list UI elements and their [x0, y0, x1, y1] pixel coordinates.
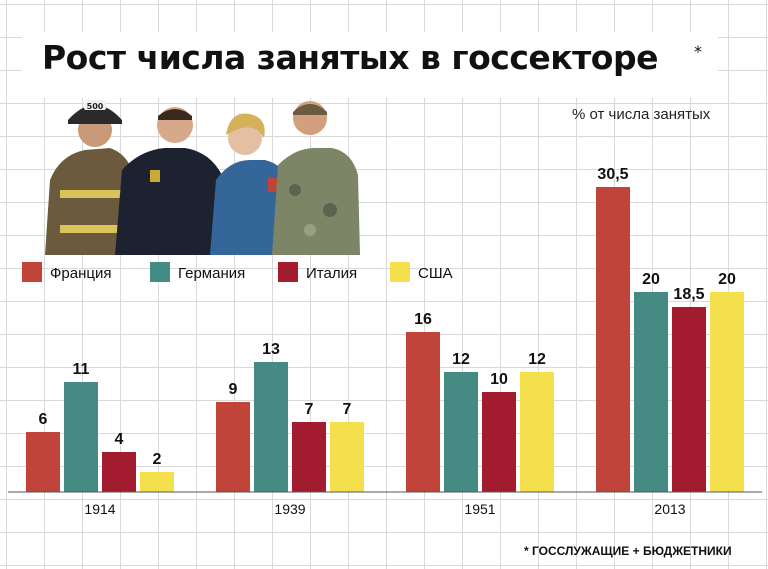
- value-label-1951-Германия: 12: [452, 351, 470, 368]
- footnote: * ГОССЛУЖАЩИЕ + БЮДЖЕТНИКИ: [524, 544, 732, 558]
- value-label-2013-Германия: 20: [642, 271, 660, 288]
- legend-label-Италия: Италия: [306, 265, 357, 282]
- category-label-1914: 1914: [84, 501, 115, 517]
- legend-label-Франция: Франция: [50, 265, 111, 282]
- soldier-figure: [272, 101, 360, 255]
- bar-1914-США: [140, 472, 174, 492]
- legend-swatch-Франция: [22, 262, 42, 282]
- bar-2013-Германия: [634, 292, 668, 492]
- value-label-2013-США: 20: [718, 271, 736, 288]
- legend-swatch-Италия: [278, 262, 298, 282]
- value-label-1939-США: 7: [343, 401, 352, 418]
- value-label-1914-Франция: 6: [39, 411, 48, 428]
- value-label-1914-США: 2: [153, 451, 162, 468]
- title-panel: [22, 32, 718, 98]
- bar-1939-Италия: [292, 422, 326, 492]
- value-label-1951-Италия: 10: [490, 371, 508, 388]
- unit-label: % от числа занятых: [572, 106, 711, 123]
- bar-1914-Италия: [102, 452, 136, 492]
- value-label-2013-Италия: 18,5: [673, 286, 704, 303]
- bar-1951-США: [520, 372, 554, 492]
- bar-1951-Италия: [482, 392, 516, 492]
- bar-2013-Италия: [672, 307, 706, 492]
- legend-label-США: США: [418, 265, 453, 282]
- value-label-1951-Франция: 16: [414, 311, 432, 328]
- bar-1951-Германия: [444, 372, 478, 492]
- value-labels: 6 11 4 2 9 13 7 7 16 12 10 12 30,5 20 18,5 20: [39, 166, 736, 468]
- firefighter-figure: 500: [45, 100, 140, 255]
- legend-swatch-Германия: [150, 262, 170, 282]
- bar-1939-США: [330, 422, 364, 492]
- value-label-1951-США: 12: [528, 351, 546, 368]
- bars: [26, 187, 744, 492]
- bar-1914-Германия: [64, 382, 98, 492]
- bar-2013-США: [710, 292, 744, 492]
- bar-1939-Франция: [216, 402, 250, 492]
- bar-1939-Германия: [254, 362, 288, 492]
- chart-title: Рост числа занятых в госсекторе: [42, 38, 658, 77]
- value-label-1939-Италия: 7: [305, 401, 314, 418]
- category-labels: 1914 1939 1951 2013: [84, 501, 685, 517]
- value-label-1914-Италия: 4: [115, 431, 124, 448]
- public-servants-photo: 500: [45, 100, 360, 255]
- value-label-1939-Франция: 9: [229, 381, 238, 398]
- value-label-1914-Германия: 11: [73, 361, 90, 378]
- title-footnote-mark: *: [694, 42, 702, 61]
- legend-label-Германия: Германия: [178, 265, 245, 282]
- helmet-badge: 500: [87, 102, 104, 111]
- legend-swatch-США: [390, 262, 410, 282]
- category-label-1951: 1951: [464, 501, 495, 517]
- bar-1914-Франция: [26, 432, 60, 492]
- value-label-1939-Германия: 13: [262, 341, 280, 358]
- category-label-2013: 2013: [654, 501, 685, 517]
- bar-2013-Франция: [596, 187, 630, 492]
- police-officer-figure: [115, 107, 230, 255]
- legend: Франция Германия Италия США: [22, 262, 453, 282]
- value-label-2013-Франция: 30,5: [597, 166, 628, 183]
- bar-1951-Франция: [406, 332, 440, 492]
- category-label-1939: 1939: [274, 501, 305, 517]
